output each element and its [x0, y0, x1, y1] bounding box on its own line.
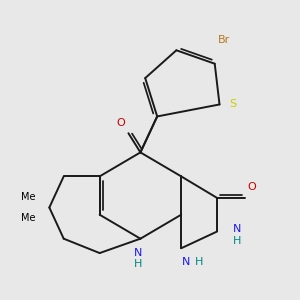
- Text: Me: Me: [20, 192, 35, 202]
- Text: H: H: [134, 259, 142, 269]
- Text: H: H: [233, 236, 242, 246]
- Text: N: N: [182, 257, 190, 267]
- Text: N: N: [134, 248, 142, 258]
- Text: O: O: [117, 118, 126, 128]
- Text: N: N: [233, 224, 242, 234]
- Text: O: O: [248, 182, 256, 192]
- Text: Me: Me: [20, 213, 35, 223]
- Text: H: H: [195, 257, 204, 267]
- Text: Br: Br: [218, 35, 230, 45]
- Text: S: S: [230, 100, 236, 110]
